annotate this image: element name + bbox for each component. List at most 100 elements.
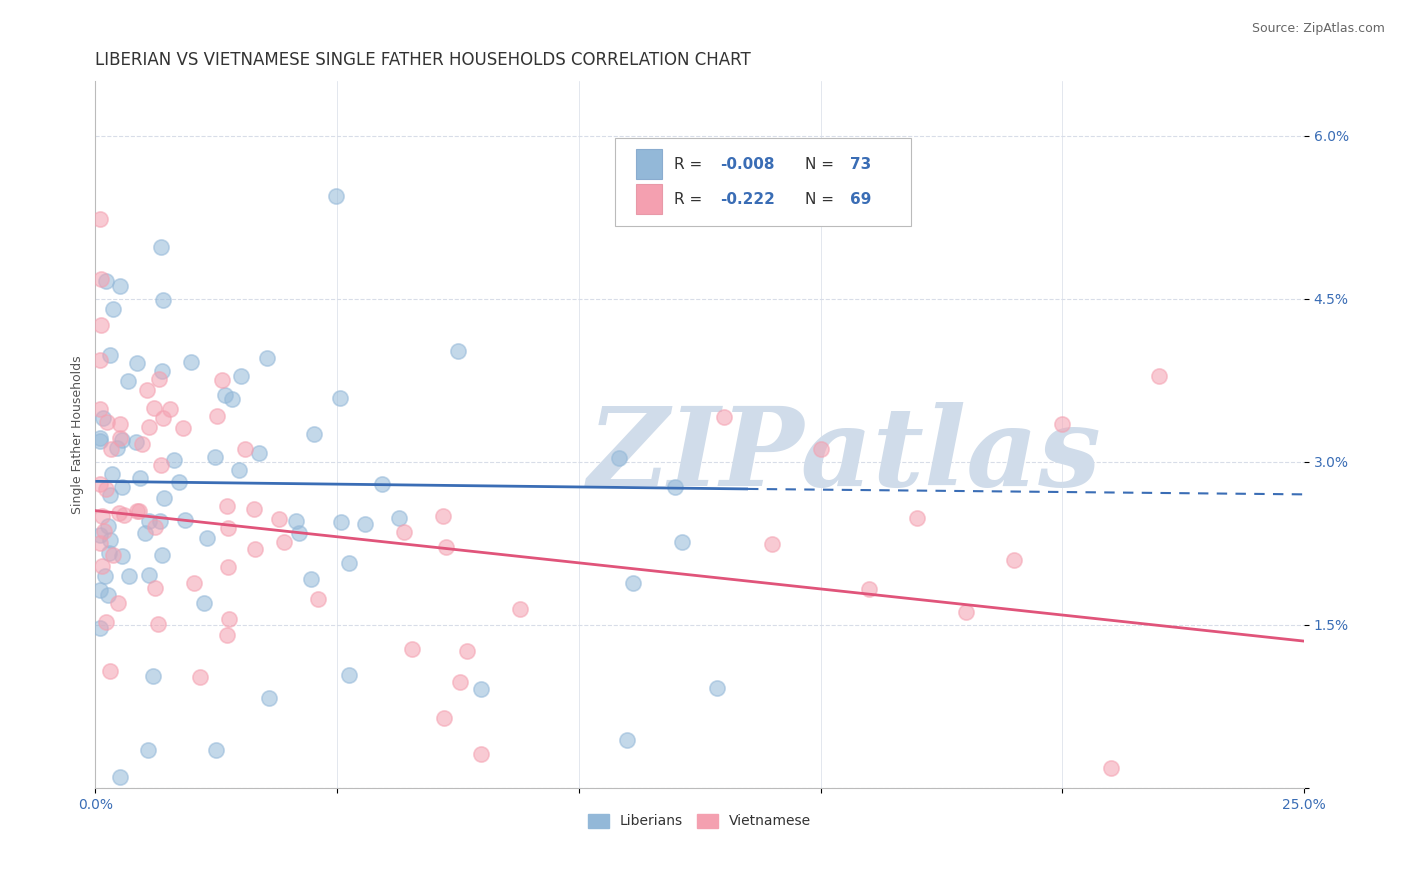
Liberians xyxy=(89,528,111,542)
Vietnamese xyxy=(1052,417,1074,432)
Vietnamese xyxy=(108,431,131,445)
Liberians xyxy=(97,588,120,602)
Liberians xyxy=(204,450,226,465)
FancyBboxPatch shape xyxy=(636,185,662,214)
Liberians xyxy=(228,463,250,477)
Vietnamese xyxy=(243,501,266,516)
Vietnamese xyxy=(172,420,194,434)
Liberians xyxy=(136,743,159,757)
Liberians xyxy=(221,392,243,407)
Vietnamese xyxy=(98,664,121,678)
Vietnamese xyxy=(434,540,457,554)
Vietnamese xyxy=(89,476,111,491)
Liberians xyxy=(94,569,117,583)
Vietnamese xyxy=(217,628,239,642)
Liberians xyxy=(105,441,128,455)
Vietnamese xyxy=(96,615,118,629)
Vietnamese xyxy=(146,616,169,631)
Vietnamese xyxy=(761,537,783,551)
Vietnamese xyxy=(245,542,267,557)
Liberians xyxy=(706,681,728,695)
Vietnamese xyxy=(456,644,478,658)
FancyBboxPatch shape xyxy=(636,149,662,178)
Liberians xyxy=(110,279,132,293)
Vietnamese xyxy=(110,417,132,431)
Vietnamese xyxy=(128,504,150,518)
Vietnamese xyxy=(1002,552,1025,566)
Vietnamese xyxy=(509,602,531,616)
Liberians xyxy=(150,364,173,378)
Vietnamese xyxy=(1147,369,1170,384)
Liberians xyxy=(89,434,111,448)
Vietnamese xyxy=(112,508,135,522)
Liberians xyxy=(388,510,411,524)
Liberians xyxy=(89,622,111,636)
Liberians xyxy=(149,514,172,528)
Liberians xyxy=(671,535,693,549)
Vietnamese xyxy=(159,401,181,416)
Vietnamese xyxy=(131,437,153,451)
Liberians xyxy=(173,513,195,527)
Vietnamese xyxy=(713,410,735,425)
Text: Source: ZipAtlas.com: Source: ZipAtlas.com xyxy=(1251,22,1385,36)
Liberians xyxy=(150,239,173,253)
Vietnamese xyxy=(955,605,977,619)
Vietnamese xyxy=(810,442,832,457)
Vietnamese xyxy=(145,519,167,533)
Liberians xyxy=(110,770,132,784)
Vietnamese xyxy=(217,499,239,513)
Liberians xyxy=(138,515,160,529)
Liberians xyxy=(259,691,281,706)
Vietnamese xyxy=(90,318,112,332)
Vietnamese xyxy=(90,271,112,285)
Liberians xyxy=(470,682,492,697)
Liberians xyxy=(621,576,644,591)
Liberians xyxy=(302,426,325,441)
Liberians xyxy=(285,514,308,528)
Vietnamese xyxy=(100,442,122,457)
Vietnamese xyxy=(125,503,148,517)
Liberians xyxy=(447,343,470,358)
Vietnamese xyxy=(433,711,456,725)
Vietnamese xyxy=(94,483,117,497)
Vietnamese xyxy=(101,548,124,562)
Liberians xyxy=(134,526,156,541)
Liberians xyxy=(616,733,638,747)
Liberians xyxy=(98,488,121,502)
Liberians xyxy=(89,431,111,445)
Vietnamese xyxy=(136,384,159,398)
Vietnamese xyxy=(89,353,111,368)
Vietnamese xyxy=(90,508,112,523)
Vietnamese xyxy=(449,675,471,690)
Liberians xyxy=(247,446,270,460)
Liberians xyxy=(167,475,190,490)
Text: 73: 73 xyxy=(849,156,870,171)
Liberians xyxy=(193,596,215,610)
Liberians xyxy=(100,467,122,481)
Vietnamese xyxy=(188,670,211,684)
Liberians xyxy=(125,435,148,450)
Liberians xyxy=(163,453,186,467)
Liberians xyxy=(111,549,134,564)
Vietnamese xyxy=(183,576,205,591)
Liberians xyxy=(354,517,377,532)
Vietnamese xyxy=(432,509,454,524)
Liberians xyxy=(330,515,353,529)
Vietnamese xyxy=(307,592,329,607)
Vietnamese xyxy=(470,747,492,761)
Vietnamese xyxy=(205,409,228,424)
Liberians xyxy=(128,471,150,485)
Liberians xyxy=(138,568,160,582)
Liberians xyxy=(195,531,218,545)
Vietnamese xyxy=(108,506,131,520)
Text: ZIPatlas: ZIPatlas xyxy=(588,402,1102,509)
Liberians xyxy=(371,476,394,491)
Text: 69: 69 xyxy=(849,192,870,207)
Liberians xyxy=(127,356,149,370)
Liberians xyxy=(89,582,111,597)
Liberians xyxy=(337,556,360,570)
Legend: Liberians, Vietnamese: Liberians, Vietnamese xyxy=(582,808,817,834)
Liberians xyxy=(150,548,173,562)
Liberians xyxy=(142,669,165,683)
Liberians xyxy=(97,546,120,560)
